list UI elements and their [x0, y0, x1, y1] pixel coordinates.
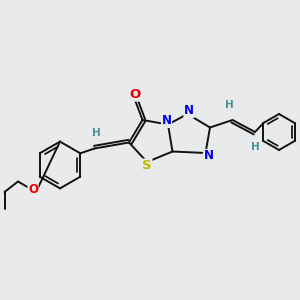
- Text: N: N: [184, 104, 194, 118]
- Text: H: H: [92, 128, 100, 139]
- Text: N: N: [203, 149, 214, 163]
- Text: S: S: [142, 159, 152, 172]
- Text: H: H: [250, 142, 260, 152]
- Text: O: O: [28, 183, 38, 196]
- Text: H: H: [225, 100, 234, 110]
- Text: N: N: [161, 114, 172, 128]
- Text: O: O: [129, 88, 141, 101]
